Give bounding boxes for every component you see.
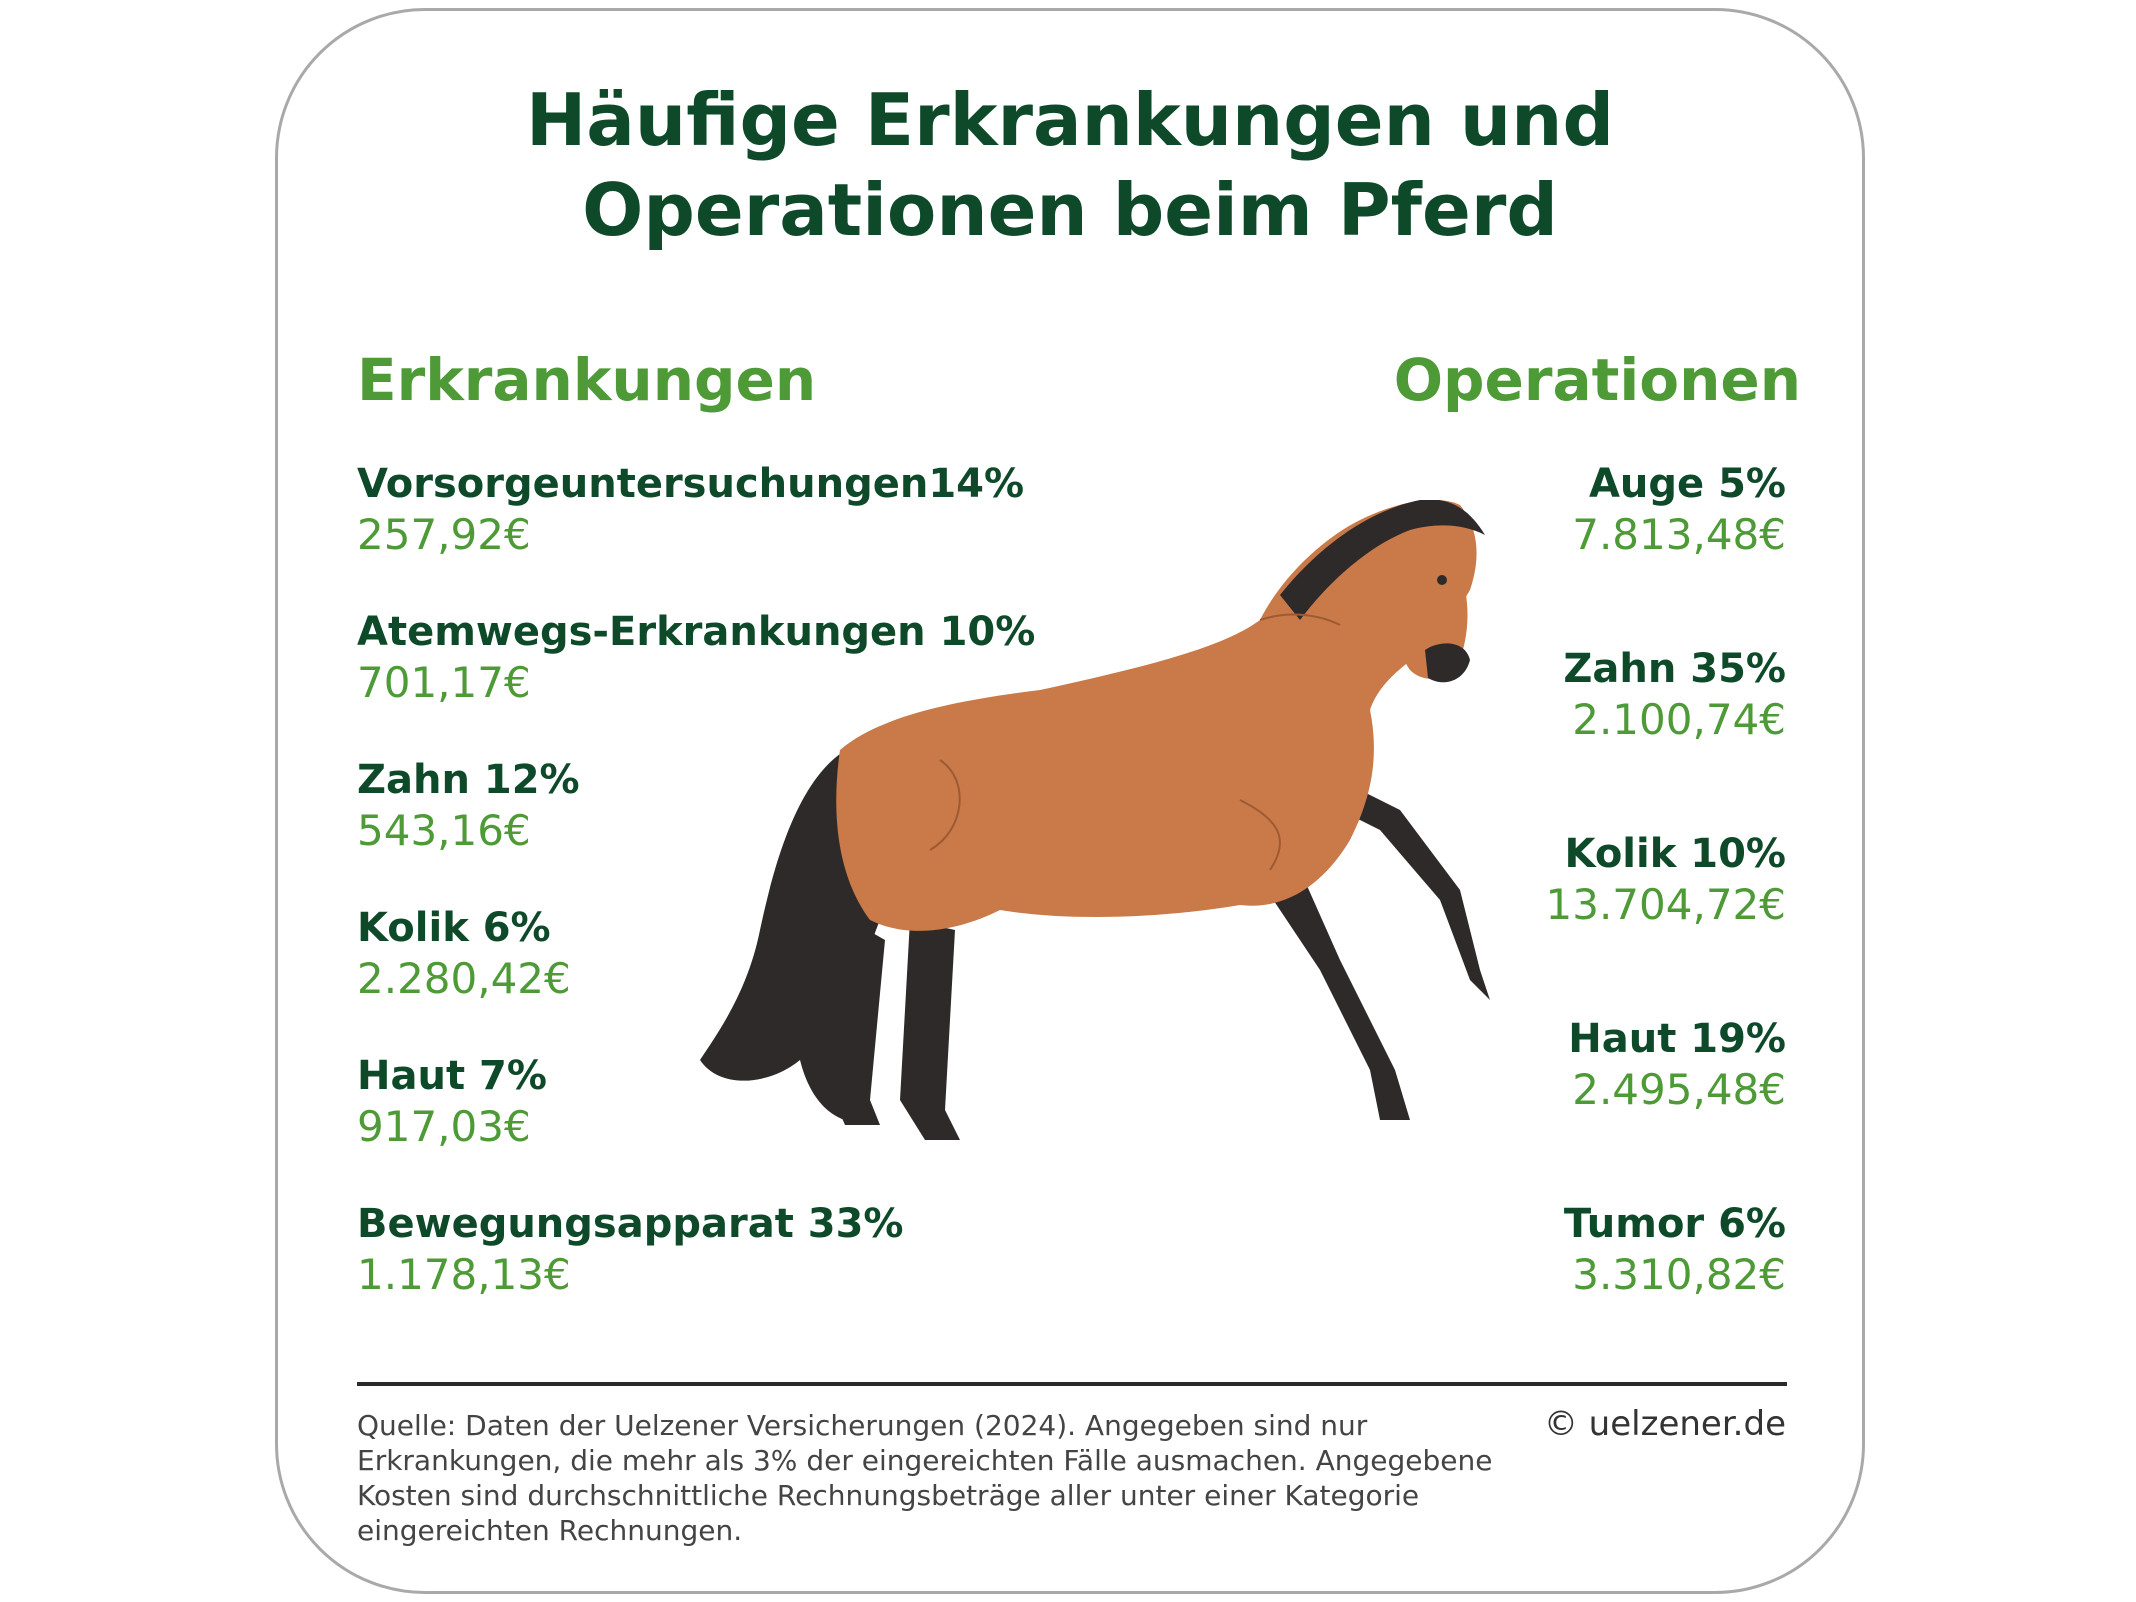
item-label: Haut 7% — [357, 1053, 547, 1099]
item-cost: 2.280,42€ — [357, 954, 571, 1003]
horse-muzzle — [1425, 643, 1470, 683]
item-cost: 917,03€ — [357, 1102, 531, 1151]
item-label: Tumor 6% — [1563, 1201, 1786, 1247]
list-item: Zahn 35% 2.100,74€ — [1226, 643, 1786, 828]
operationen-heading: Operationen — [1393, 346, 1801, 414]
list-item: Bewegungsapparat 33% 1.178,13€ — [357, 1198, 1057, 1346]
horse-front-leg — [1260, 870, 1410, 1120]
item-cost: 7.813,48€ — [1572, 510, 1786, 559]
item-cost: 543,16€ — [357, 806, 531, 855]
item-label: Kolik 6% — [357, 905, 551, 951]
horse-back-leg — [830, 920, 885, 1125]
horse-back-leg-2 — [900, 920, 960, 1140]
source-note: Quelle: Daten der Uelzener Versicherunge… — [357, 1409, 1493, 1547]
list-item: Vorsorgeuntersuchungen14% 257,92€ — [357, 458, 1057, 606]
item-label: Haut 19% — [1568, 1016, 1786, 1062]
erkrankungen-list: Vorsorgeuntersuchungen14% 257,92€ Atemwe… — [357, 458, 1057, 1346]
list-item: Haut 7% 917,03€ — [357, 1050, 1057, 1198]
item-label: Zahn 12% — [357, 757, 580, 803]
list-item: Kolik 10% 13.704,72€ — [1226, 828, 1786, 1013]
list-item: Haut 19% 2.495,48€ — [1226, 1013, 1786, 1198]
horse-body — [836, 500, 1477, 931]
item-cost: 2.100,74€ — [1572, 695, 1786, 744]
copyright: © uelzener.de — [1543, 1404, 1786, 1444]
page-title: Häufige Erkrankungen und Operationen bei… — [526, 78, 1614, 252]
divider — [357, 1382, 1787, 1386]
list-item: Auge 5% 7.813,48€ — [1226, 458, 1786, 643]
item-label: Bewegungsapparat 33% — [357, 1201, 904, 1247]
item-cost: 2.495,48€ — [1572, 1065, 1786, 1114]
list-item: Zahn 12% 543,16€ — [357, 754, 1057, 902]
horse-head — [1380, 536, 1468, 679]
horse-eye — [1437, 575, 1447, 585]
operationen-list: Auge 5% 7.813,48€ Zahn 35% 2.100,74€ Kol… — [1226, 458, 1786, 1383]
item-cost: 13.704,72€ — [1545, 880, 1786, 929]
item-label: Atemwegs-Erkrankungen 10% — [357, 609, 1036, 655]
list-item: Atemwegs-Erkrankungen 10% 701,17€ — [357, 606, 1057, 754]
list-item: Tumor 6% 3.310,82€ — [1226, 1198, 1786, 1383]
item-cost: 701,17€ — [357, 658, 531, 707]
erkrankungen-heading: Erkrankungen — [357, 346, 817, 414]
horse-illustration — [700, 500, 1490, 1140]
list-item: Kolik 6% 2.280,42€ — [357, 902, 1057, 1050]
item-cost: 3.310,82€ — [1572, 1250, 1786, 1299]
item-label: Kolik 10% — [1564, 831, 1786, 877]
item-cost: 257,92€ — [357, 510, 531, 559]
item-label: Zahn 35% — [1563, 646, 1786, 692]
item-label: Vorsorgeuntersuchungen14% — [357, 461, 1025, 507]
item-cost: 1.178,13€ — [357, 1250, 571, 1299]
horse-mane — [1280, 500, 1485, 620]
item-label: Auge 5% — [1588, 461, 1786, 507]
